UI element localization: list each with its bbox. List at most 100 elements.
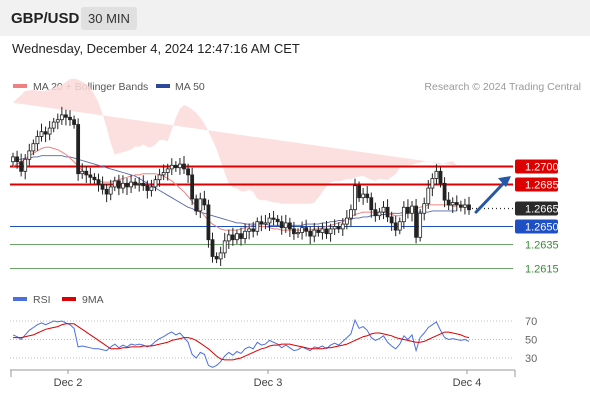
candle-body bbox=[178, 163, 182, 169]
forecast-arrow-shaft bbox=[474, 178, 509, 214]
candle-body bbox=[304, 227, 309, 232]
candle-body bbox=[104, 188, 109, 195]
candle-body bbox=[218, 252, 223, 260]
candle-body bbox=[340, 223, 345, 230]
bollinger-band-area bbox=[13, 78, 457, 204]
candle-body bbox=[410, 205, 414, 214]
candle-body bbox=[259, 221, 264, 225]
timeframe-badge[interactable]: 30 MIN bbox=[81, 7, 137, 30]
candle-body bbox=[108, 186, 113, 195]
candle-body bbox=[15, 156, 19, 163]
candle-body bbox=[349, 209, 353, 219]
candle-body bbox=[64, 114, 68, 118]
candle-body bbox=[182, 163, 186, 170]
candle-body bbox=[316, 229, 321, 233]
candle-body bbox=[357, 185, 361, 199]
level-label-1.2635: 1.2635 bbox=[525, 240, 559, 252]
ma20-legend-swatch bbox=[13, 84, 27, 88]
candle-body bbox=[31, 143, 36, 152]
candle-body bbox=[434, 170, 439, 179]
candle-body bbox=[271, 217, 276, 220]
candle-body bbox=[267, 217, 272, 224]
candle-body bbox=[422, 203, 427, 214]
candle-body bbox=[198, 198, 203, 212]
x-tick-label-Dec-4: Dec 4 bbox=[453, 377, 482, 389]
candle-body bbox=[19, 161, 24, 172]
candle-body bbox=[418, 212, 423, 238]
credit-label: Research © 2024 Trading Central bbox=[424, 81, 581, 93]
candle-body bbox=[88, 174, 93, 178]
candle-body bbox=[11, 156, 15, 163]
level-labels: 1.2700 1.2685 1.2665 1.2650 1.2635 1.2615 bbox=[515, 159, 559, 276]
candle-body bbox=[365, 193, 370, 199]
candle-body bbox=[287, 222, 292, 230]
candle-body bbox=[328, 228, 333, 235]
candle-body bbox=[442, 182, 447, 201]
candle-body bbox=[84, 170, 89, 176]
candle-body bbox=[292, 228, 296, 235]
candle-body bbox=[450, 202, 455, 206]
candle-body bbox=[446, 199, 451, 206]
candle-body bbox=[72, 119, 76, 125]
candle-body bbox=[430, 178, 435, 189]
candle-body bbox=[190, 174, 195, 200]
candle-body bbox=[353, 185, 357, 211]
candle-body bbox=[373, 209, 378, 217]
candle-body bbox=[438, 170, 443, 184]
candle-body bbox=[194, 198, 199, 212]
level-label-1.2665: 1.2665 bbox=[525, 204, 559, 216]
candle-body bbox=[230, 234, 235, 241]
candle-body bbox=[27, 150, 32, 160]
candle-body bbox=[96, 179, 101, 185]
level-label-1.2650: 1.2650 bbox=[525, 222, 559, 234]
candle-body bbox=[206, 204, 211, 241]
candle-body bbox=[222, 240, 227, 254]
candle-body bbox=[251, 228, 256, 232]
candle-body bbox=[336, 226, 341, 230]
candle-body bbox=[458, 204, 463, 208]
candle-body bbox=[149, 186, 154, 191]
ma50-legend-swatch bbox=[156, 84, 170, 88]
candle-body bbox=[76, 124, 81, 175]
candle-body bbox=[344, 217, 349, 225]
forecast-arrow-head bbox=[498, 176, 511, 188]
candle-body bbox=[454, 202, 459, 206]
candle-body bbox=[133, 181, 138, 185]
candle-body bbox=[35, 136, 40, 145]
level-label-1.2615: 1.2615 bbox=[525, 264, 559, 276]
candle-body bbox=[308, 230, 313, 237]
level-tag-1.2650 bbox=[515, 219, 558, 234]
candle-body bbox=[283, 222, 288, 229]
candle-body bbox=[426, 187, 431, 205]
rsi-tick-50: 50 bbox=[525, 335, 537, 347]
level-label-1.2700: 1.2700 bbox=[525, 162, 559, 174]
candle-body bbox=[243, 230, 247, 239]
candle-body bbox=[55, 119, 60, 123]
candle-body bbox=[312, 229, 317, 237]
rsi-legend-label: RSI bbox=[33, 294, 51, 306]
rsi-ma-legend-swatch bbox=[62, 297, 76, 301]
level-label-1.2685: 1.2685 bbox=[525, 180, 559, 192]
candle-body bbox=[406, 206, 410, 214]
level-tag-1.2685 bbox=[515, 177, 558, 192]
candle-body bbox=[80, 170, 85, 175]
candle-body bbox=[165, 168, 170, 173]
candle-body bbox=[255, 221, 260, 232]
rsi-tick-30: 30 bbox=[525, 353, 537, 365]
x-tick-label-Dec-2: Dec 2 bbox=[54, 377, 83, 389]
candle-body bbox=[51, 121, 56, 129]
ma50-legend-label: MA 50 bbox=[175, 81, 205, 93]
header-bar: GBP/USD 30 MIN bbox=[0, 0, 590, 36]
candle-body bbox=[332, 226, 337, 230]
rsi-legend-swatch bbox=[13, 297, 27, 301]
candle-body bbox=[129, 181, 133, 188]
chart-datetime: Wednesday, December 4, 2024 12:47:16 AM … bbox=[12, 41, 300, 56]
candle-body bbox=[202, 198, 207, 206]
candle-body bbox=[210, 239, 215, 257]
candle-body bbox=[112, 180, 117, 188]
candle-body bbox=[385, 206, 390, 218]
candle-body bbox=[397, 221, 402, 231]
candle-body bbox=[125, 182, 129, 188]
forecast-arrow bbox=[474, 176, 511, 214]
